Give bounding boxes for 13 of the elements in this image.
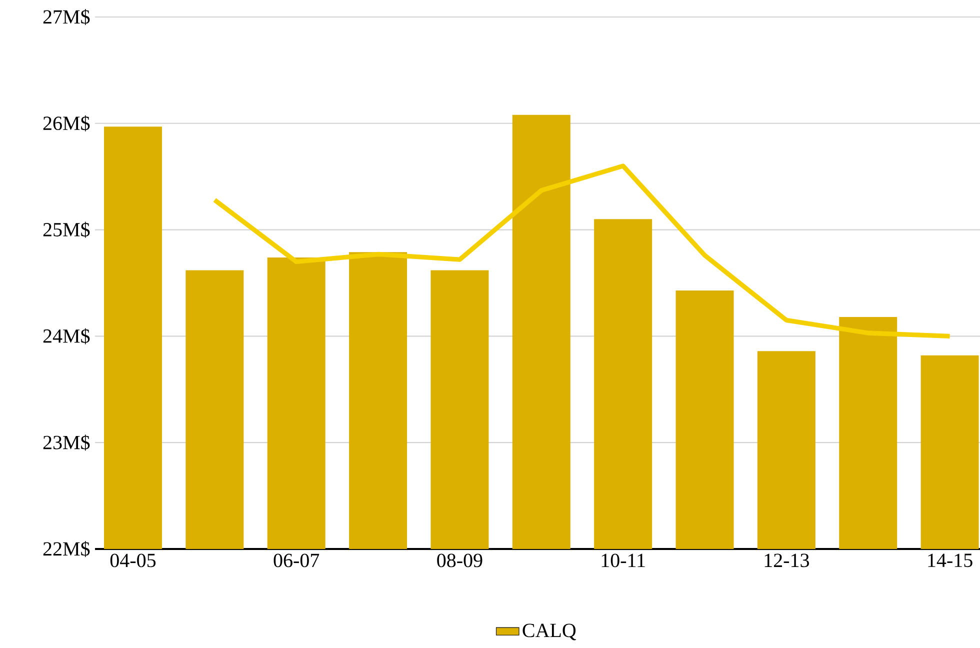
y-tick-label: 22M$ xyxy=(43,540,90,557)
x-tick-label: 14-15 xyxy=(928,554,972,568)
x-tick-label: 10-11 xyxy=(602,554,645,568)
y-tick-label: 26M$ xyxy=(43,115,90,132)
y-tick-label: 23M$ xyxy=(43,434,90,451)
legend-label: CALQ xyxy=(522,624,576,640)
x-tick-label: 12-13 xyxy=(764,554,809,568)
x-tick-label: 08-09 xyxy=(437,554,482,568)
y-tick-label: 27M$ xyxy=(43,9,90,25)
x-tick-label: 04-05 xyxy=(110,554,156,568)
x-tick-label: 06-07 xyxy=(274,554,320,568)
y-tick-label: 25M$ xyxy=(43,222,90,238)
y-tick-label: 24M$ xyxy=(43,328,90,344)
